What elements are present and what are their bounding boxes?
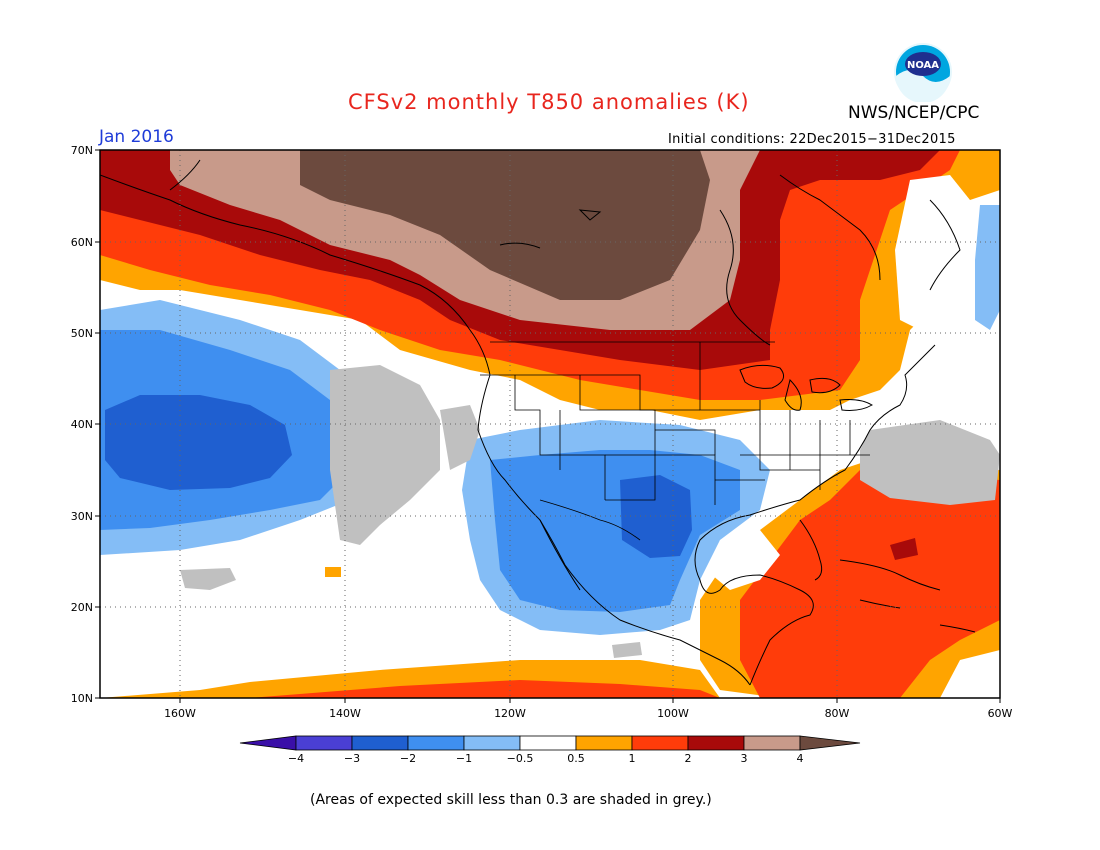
colorbar-label: 4	[797, 752, 804, 765]
lat-label: 50N	[71, 327, 93, 340]
lon-label: 120W	[494, 707, 526, 720]
skill-footnote: (Areas of expected skill less than 0.3 a…	[310, 792, 712, 808]
lon-label: 100W	[657, 707, 689, 720]
colorbar-label: −1	[456, 752, 472, 765]
colorbar-swatch	[631, 735, 689, 751]
colorbar-swatch	[295, 735, 353, 751]
colorbar-swatches	[239, 735, 861, 751]
colorbar-swatch	[351, 735, 409, 751]
agency-label: NWS/NCEP/CPC	[848, 103, 980, 123]
colorbar-label: −3	[344, 752, 360, 765]
anomaly-map: 70N 60N 50N 40N 30N 20N 10N 160W 140W 12…	[71, 144, 1013, 720]
state-borders	[480, 341, 870, 541]
lat-label: 20N	[71, 601, 93, 614]
colorbar-label: 2	[685, 752, 692, 765]
colorbar-swatch	[407, 735, 465, 751]
longitude-labels: 160W 140W 120W 100W 80W 60W	[164, 707, 1012, 720]
latitude-labels: 70N 60N 50N 40N 30N 20N 10N	[71, 144, 93, 705]
colorbar-arrow-left	[239, 735, 297, 751]
lat-label: 60N	[71, 236, 93, 249]
colorbar-swatch	[575, 735, 633, 751]
initial-conditions-label: Initial conditions: 22Dec2015−31Dec2015	[668, 132, 956, 147]
colorbar-label: 0.5	[567, 752, 585, 765]
colorbar-label: 3	[741, 752, 748, 765]
colorbar-label: −4	[288, 752, 304, 765]
chart-title: CFSv2 monthly T850 anomalies (K)	[348, 90, 750, 114]
great-lakes	[499, 209, 873, 411]
colorbar-swatch	[687, 735, 745, 751]
lon-label: 160W	[164, 707, 196, 720]
logo-text: NOAA	[907, 60, 939, 71]
colorbar-label: −0.5	[507, 752, 534, 765]
lat-label: 30N	[71, 510, 93, 523]
colorbar-swatch	[463, 735, 521, 751]
lat-label: 40N	[71, 418, 93, 431]
lat-label: 70N	[71, 144, 93, 157]
colorbar-label: 1	[629, 752, 636, 765]
colorbar-labels: −4 −3 −2 −1 −0.5 0.5 1 2 3 4	[288, 752, 804, 765]
colorbar-swatch	[519, 735, 577, 751]
valid-month-label: Jan 2016	[99, 127, 174, 147]
coastlines	[100, 159, 976, 686]
axis-ticks	[95, 149, 1001, 703]
graticule	[100, 150, 1000, 698]
colorbar: −4 −3 −2 −1 −0.5 0.5 1 2 3 4	[239, 735, 861, 765]
lat-label: 10N	[71, 692, 93, 705]
lon-label: 80W	[825, 707, 850, 720]
noaa-logo: NOAA	[894, 43, 952, 102]
colorbar-swatch	[743, 735, 801, 751]
lon-label: 60W	[988, 707, 1013, 720]
lon-label: 140W	[329, 707, 361, 720]
colorbar-label: −2	[400, 752, 416, 765]
colorbar-arrow-right	[799, 735, 861, 751]
